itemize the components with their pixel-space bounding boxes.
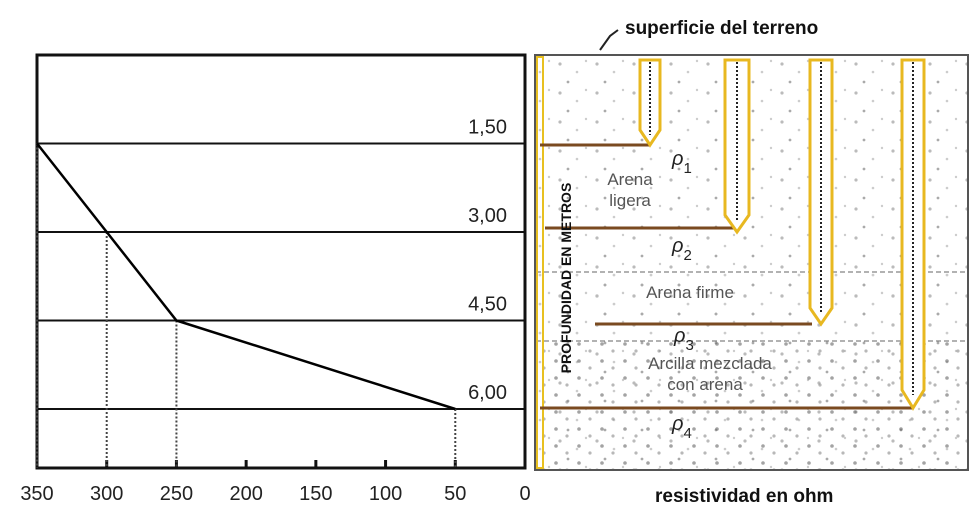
surface-label: superficie del terreno [625,18,818,39]
layer-fill [536,342,967,469]
electrode-cores [649,62,914,395]
rho-sub: 1 [683,160,691,177]
x-tick-label: 150 [299,483,332,505]
rho-sub: 3 [685,337,693,354]
depth-label: PROFUNDIDAD EN METROS [558,183,574,374]
layer-name: Arcilla mezclada [648,354,772,373]
rho: ρ [673,325,685,347]
plot-frame [35,53,527,470]
x-tick-label: 300 [90,483,123,505]
y-tick-label: 3,00 [468,205,507,227]
rho-sub: 4 [683,425,691,442]
depth-lines [540,143,912,410]
x-tick-label: 250 [160,483,193,505]
rho-label: ρ3 [673,325,694,354]
rho-label: ρ2 [671,235,692,264]
rho-sub: 2 [683,247,691,264]
y-tick-label: 1,50 [468,117,507,139]
layer-name: ligera [609,191,651,210]
x-tick-label: 100 [369,483,402,505]
layer-name: Arena firme [646,283,734,302]
y-tick-label: 6,00 [468,382,507,404]
rho: ρ [671,148,683,170]
depth-bar [536,56,544,469]
x-tick-label: 0 [519,483,530,505]
rho-label: ρ4 [671,413,692,442]
bottom-label: resistividad en ohm [655,486,833,507]
y-tick-label: 4,50 [468,294,507,316]
x-tick-label: 200 [229,483,262,505]
soil-diagram: superficie del terreno resistividad en o… [534,18,969,507]
rho-label: ρ1 [671,148,692,177]
layer-name: con arena [667,375,743,394]
layer-name: Arena [607,170,653,189]
depth-curve [36,142,456,411]
layer-fill [536,272,967,342]
x-tick-label: 350 [20,483,53,505]
rho: ρ [671,235,683,257]
x-tick-label: 50 [444,483,466,505]
rho: ρ [671,413,683,435]
surface-pointer [599,29,619,51]
